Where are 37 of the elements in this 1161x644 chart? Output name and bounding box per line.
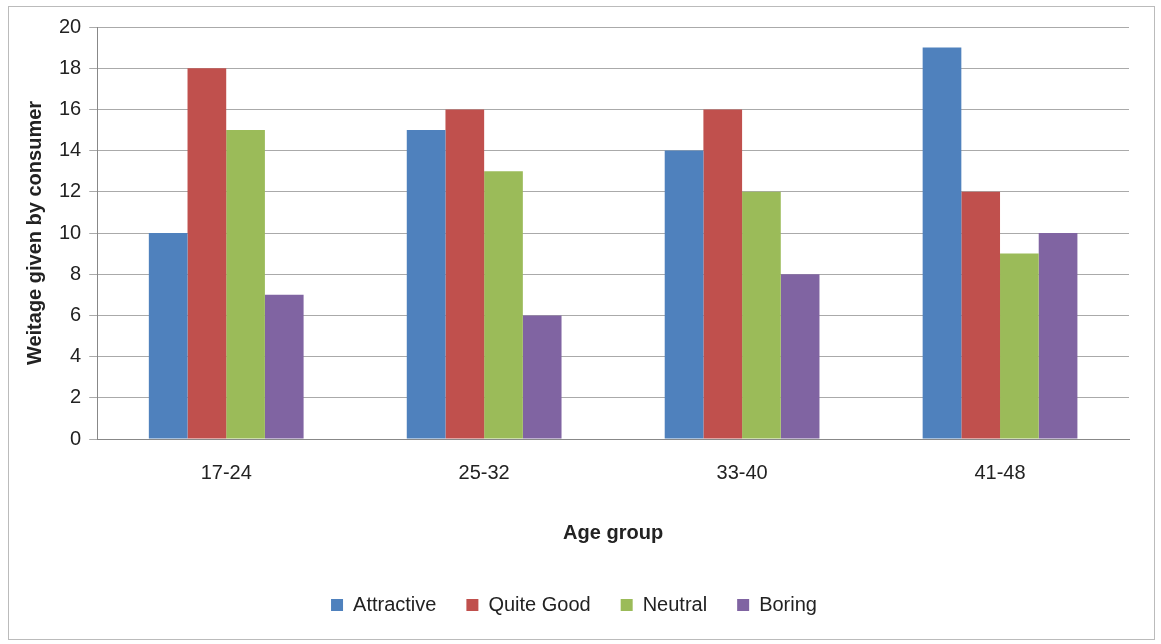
y-tick-label: 6 (70, 302, 82, 325)
y-tick-label: 0 (70, 426, 82, 449)
x-tick-label: 25-32 (458, 460, 510, 483)
legend-label: Attractive (353, 592, 437, 615)
legend-label: Boring (759, 592, 817, 615)
bar (187, 68, 227, 439)
y-tick-label: 14 (59, 138, 82, 161)
x-axis-title: Age group (563, 520, 664, 543)
legend-label: Neutral (642, 592, 708, 615)
x-tick-label: 17-24 (200, 460, 252, 483)
bar (226, 130, 265, 439)
y-tick-label: 20 (59, 14, 82, 37)
y-tick-label: 18 (59, 55, 82, 78)
bar (445, 109, 485, 439)
y-tick-label: 4 (70, 344, 82, 367)
y-tick-label: 2 (70, 385, 82, 408)
x-tick-label: 33-40 (716, 460, 768, 483)
y-tick-label: 10 (59, 220, 82, 243)
bar (664, 150, 704, 439)
bar (742, 191, 781, 439)
bar (703, 109, 743, 439)
bar (148, 233, 188, 439)
bar (922, 47, 962, 439)
x-tick-label: 41-48 (974, 460, 1026, 483)
y-tick-label: 16 (59, 96, 82, 119)
bar (961, 191, 1001, 439)
bar (406, 130, 446, 439)
bar (484, 171, 523, 439)
bar (1000, 253, 1039, 439)
legend-label: Quite Good (488, 592, 591, 615)
bar (780, 274, 820, 439)
y-axis-title: Weitage given by consumer (22, 100, 45, 366)
bar (264, 294, 304, 439)
y-tick-label: 8 (70, 261, 82, 284)
y-tick-label: 12 (59, 179, 82, 202)
bar (522, 315, 562, 439)
bar (1038, 233, 1078, 439)
